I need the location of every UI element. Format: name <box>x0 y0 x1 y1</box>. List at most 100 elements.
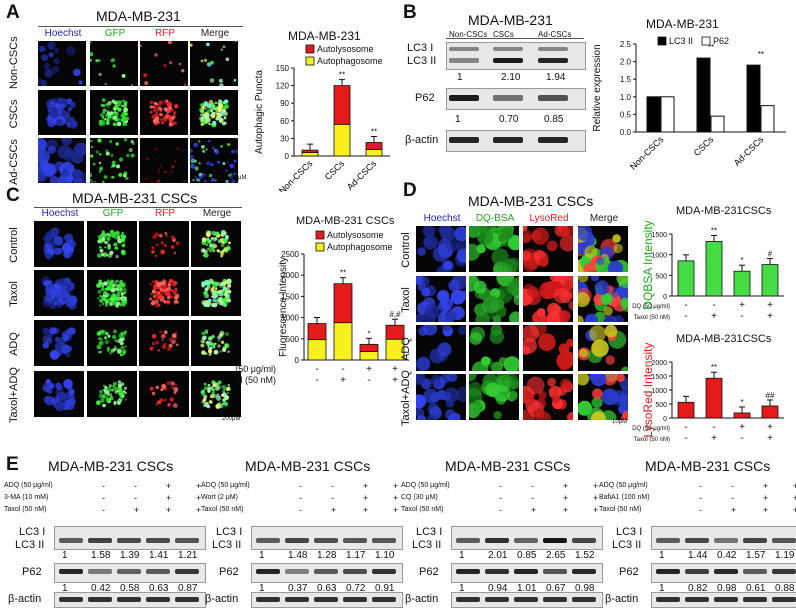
e-lc3-band-2 <box>117 538 141 543</box>
chart-title: MDA-MB-231 <box>288 29 361 43</box>
e-p62-band-3 <box>743 569 767 574</box>
channel-label-2: RFP <box>155 208 175 219</box>
puncta <box>198 162 201 165</box>
panel-d-scale: 10μM <box>612 419 628 425</box>
puncta <box>203 382 207 386</box>
puncta <box>108 393 113 397</box>
puncta <box>38 45 46 52</box>
e-condition-label-1: Wort (2 μM) <box>201 494 238 501</box>
puncta <box>96 344 102 350</box>
puncta <box>90 178 93 182</box>
e-sign-2-2: + <box>563 505 569 515</box>
puncta <box>124 330 127 334</box>
e-lc3ii-label-0: LC3 II <box>15 539 45 551</box>
puncta <box>130 140 134 144</box>
a-cell-r0-c0-signal <box>38 41 83 86</box>
e-lc3-value-2: 1.28 <box>317 550 337 561</box>
puncta <box>192 179 195 182</box>
condition-sign: + <box>739 422 745 433</box>
puncta <box>476 244 486 254</box>
e-actin-label-0: β-actin <box>8 593 42 605</box>
c-cell-r1-c1 <box>87 270 137 316</box>
puncta <box>97 296 100 300</box>
puncta <box>110 58 114 63</box>
puncta <box>114 339 118 343</box>
puncta <box>67 240 77 249</box>
bar-p62-0 <box>660 96 675 133</box>
e-sign-0-2: + <box>363 481 369 491</box>
puncta <box>43 62 50 69</box>
puncta <box>204 179 207 183</box>
bar-lc3-ii-2 <box>746 64 761 133</box>
puncta <box>200 339 205 344</box>
e-actin-band-1 <box>88 597 112 602</box>
y-tick-label: 0.5 <box>620 110 632 119</box>
puncta <box>152 109 156 112</box>
e-sign-2-2: + <box>763 505 769 515</box>
puncta <box>457 325 466 336</box>
c-cell-r0-c0 <box>34 221 84 267</box>
puncta <box>225 169 228 172</box>
puncta <box>212 282 215 285</box>
puncta <box>175 331 178 334</box>
puncta <box>96 331 102 336</box>
puncta <box>40 79 47 86</box>
a-cell-r0-c1 <box>90 41 138 86</box>
puncta <box>201 336 206 341</box>
d-cell-r2-c1-signal <box>469 325 519 371</box>
puncta <box>97 289 102 294</box>
chart-title: MDA-MB-231 <box>646 17 719 31</box>
puncta <box>164 115 169 120</box>
puncta <box>168 293 172 296</box>
e-sign-1-3: + <box>196 493 202 503</box>
puncta <box>531 230 542 242</box>
puncta <box>174 104 179 109</box>
row-label-1: CSCs <box>8 99 20 129</box>
y-tick-label: 0 <box>295 356 300 365</box>
c-cell-r2-c2 <box>139 320 189 366</box>
channel-label-0: Hoechst <box>423 213 461 224</box>
puncta <box>101 287 105 292</box>
puncta <box>538 391 547 400</box>
puncta <box>231 179 236 183</box>
e-p62-band-3 <box>543 569 567 574</box>
e-sign-1-0: - <box>499 493 502 503</box>
puncta <box>170 295 174 299</box>
puncta <box>233 159 237 163</box>
condition-sign: - <box>315 364 318 375</box>
e-p62-value-0: 1 <box>459 583 465 594</box>
category-label: CSCs <box>692 134 716 158</box>
puncta <box>114 390 118 394</box>
e-p62-value-3: 0.67 <box>546 583 566 594</box>
puncta <box>158 100 164 106</box>
puncta <box>156 243 159 246</box>
puncta <box>157 170 160 173</box>
puncta <box>207 298 212 303</box>
e-blot-title-0: MDA-MB-231 CSCs <box>48 458 174 474</box>
puncta <box>115 254 119 259</box>
e-lc3-value-1: 1.58 <box>91 550 111 561</box>
puncta <box>169 61 173 65</box>
lane-label-2: Ad-CSCs <box>538 30 572 39</box>
puncta <box>160 298 166 303</box>
p62-band-1 <box>493 95 523 101</box>
puncta <box>211 303 216 307</box>
puncta <box>169 397 174 402</box>
channel-label-1: GFP <box>104 28 126 39</box>
puncta <box>103 291 108 296</box>
e-lc3-value-3: 1.57 <box>746 550 766 561</box>
e-actin-band-4 <box>372 597 396 602</box>
puncta <box>98 161 102 165</box>
puncta <box>108 384 112 388</box>
c-cell-r2-c2-signal <box>149 330 179 352</box>
condition-sign: - <box>367 375 370 386</box>
puncta <box>207 389 211 393</box>
puncta <box>201 173 206 177</box>
puncta <box>169 289 173 292</box>
e-lc3-value-2: 0.42 <box>717 550 737 561</box>
a-cell-r1-c2-signal <box>149 99 179 127</box>
e-lc3-band-4 <box>772 538 796 543</box>
puncta <box>418 326 428 336</box>
puncta <box>227 391 230 395</box>
puncta <box>64 233 74 243</box>
